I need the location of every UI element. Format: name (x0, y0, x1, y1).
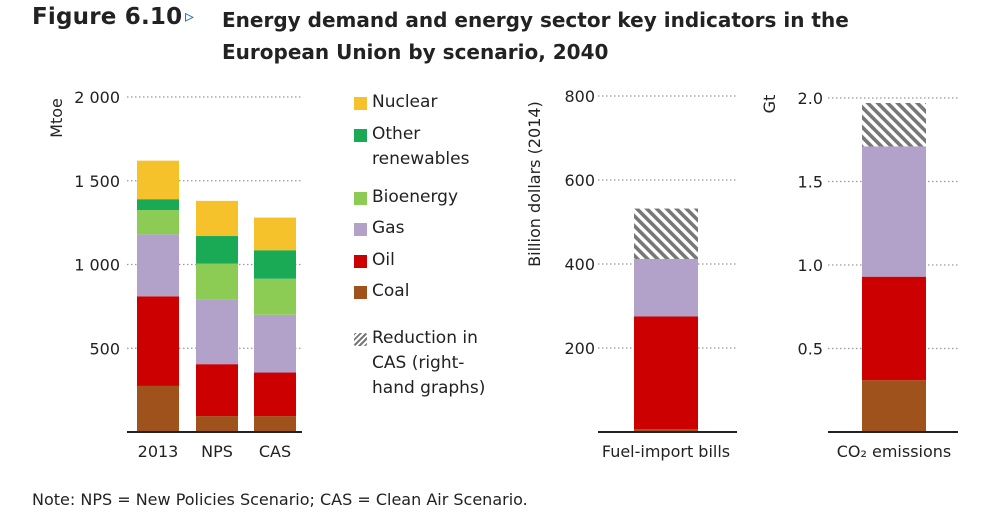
y-axis-label: Mtoe (47, 98, 66, 138)
y-tick-label: 800 (564, 87, 595, 106)
y-tick-label: 2.0 (798, 89, 823, 108)
legend-label: Bioenergy (372, 187, 459, 207)
bar-segment-bioenergy (196, 263, 238, 300)
y-tick-label: 2 000 (74, 88, 120, 107)
legend-swatch (354, 129, 367, 142)
bar-segment-oil (137, 296, 179, 386)
legend-label: Gas (372, 218, 405, 238)
bar-segment-coal (634, 429, 698, 432)
bar-segment-other-renewables (254, 250, 296, 279)
legend-swatch (354, 192, 367, 205)
bar-segment-gas (634, 258, 698, 317)
category-label: CO₂ emissions (837, 442, 952, 461)
legend-item-gas: Gas (354, 216, 502, 241)
bar-segment-coal (254, 416, 296, 432)
bar-segment-nuclear (196, 200, 238, 237)
bar-segment-gas (254, 314, 296, 373)
y-tick-label: 0.5 (798, 340, 823, 359)
bar-segment-oil (254, 372, 296, 417)
category-label: 2013 (138, 442, 179, 461)
bar-segment-nuclear (137, 160, 179, 200)
figure-note: Note: NPS = New Policies Scenario; CAS =… (32, 490, 528, 509)
legend-item-bioenergy: Bioenergy (354, 185, 502, 210)
y-tick-label: 600 (564, 171, 595, 190)
y-tick-label: 400 (564, 255, 595, 274)
bar-segment-bioenergy (254, 278, 296, 315)
bar-segment-other-renewables (137, 199, 179, 211)
bar-segment-other-renewables (196, 236, 238, 264)
legend-item-other: Other renewables (354, 122, 502, 172)
bar-segment-oil (196, 364, 238, 417)
bar-segment-gas (137, 234, 179, 297)
legend-label: Nuclear (372, 92, 438, 112)
legend-label: Other renewables (372, 124, 470, 169)
bar-segment-coal (196, 416, 238, 432)
bar-segment-oil (634, 316, 698, 430)
bar-segment-coal (862, 380, 926, 432)
bar-segment-reduction-in-cas (634, 208, 698, 259)
figure-label: Figure 6.10 (32, 4, 183, 30)
figure-arrow-icon: ▹ (185, 6, 195, 27)
y-axis-label: Gt (760, 95, 779, 114)
legend-label: Reduction in CAS (right-hand graphs) (372, 328, 486, 398)
category-label: NPS (201, 442, 233, 461)
bar-segment-reduction-in-cas (862, 103, 926, 147)
legend-swatch (354, 97, 367, 110)
y-tick-label: 1 000 (74, 256, 120, 275)
y-axis-label: Billion dollars (2014) (525, 101, 544, 267)
bar-segment-coal (137, 385, 179, 432)
legend-swatch (354, 255, 367, 268)
category-label: CAS (259, 442, 291, 461)
legend-item-oil: Oil (354, 248, 502, 273)
bar-segment-gas (196, 299, 238, 365)
y-tick-label: 200 (564, 339, 595, 358)
legend-item-reduction: Reduction in CAS (right-hand graphs) (354, 326, 502, 401)
category-label: Fuel-import bills (602, 442, 730, 461)
bar-segment-bioenergy (137, 210, 179, 235)
bar-segment-gas (862, 146, 926, 277)
legend-label: Coal (372, 281, 410, 301)
figure-title: Energy demand and energy sector key indi… (222, 8, 849, 64)
bar-segment-nuclear (254, 217, 296, 251)
legend-item-nuclear: Nuclear (354, 90, 502, 115)
y-tick-label: 1.5 (798, 173, 823, 192)
y-tick-label: 1.0 (798, 256, 823, 275)
legend-swatch (354, 286, 367, 299)
legend-label: Oil (372, 250, 395, 270)
legend-swatch (354, 223, 367, 236)
y-tick-label: 500 (89, 339, 120, 358)
bar-segment-oil (862, 276, 926, 381)
y-tick-label: 1 500 (74, 172, 120, 191)
legend-item-coal: Coal (354, 279, 502, 304)
legend-swatch (354, 333, 367, 346)
